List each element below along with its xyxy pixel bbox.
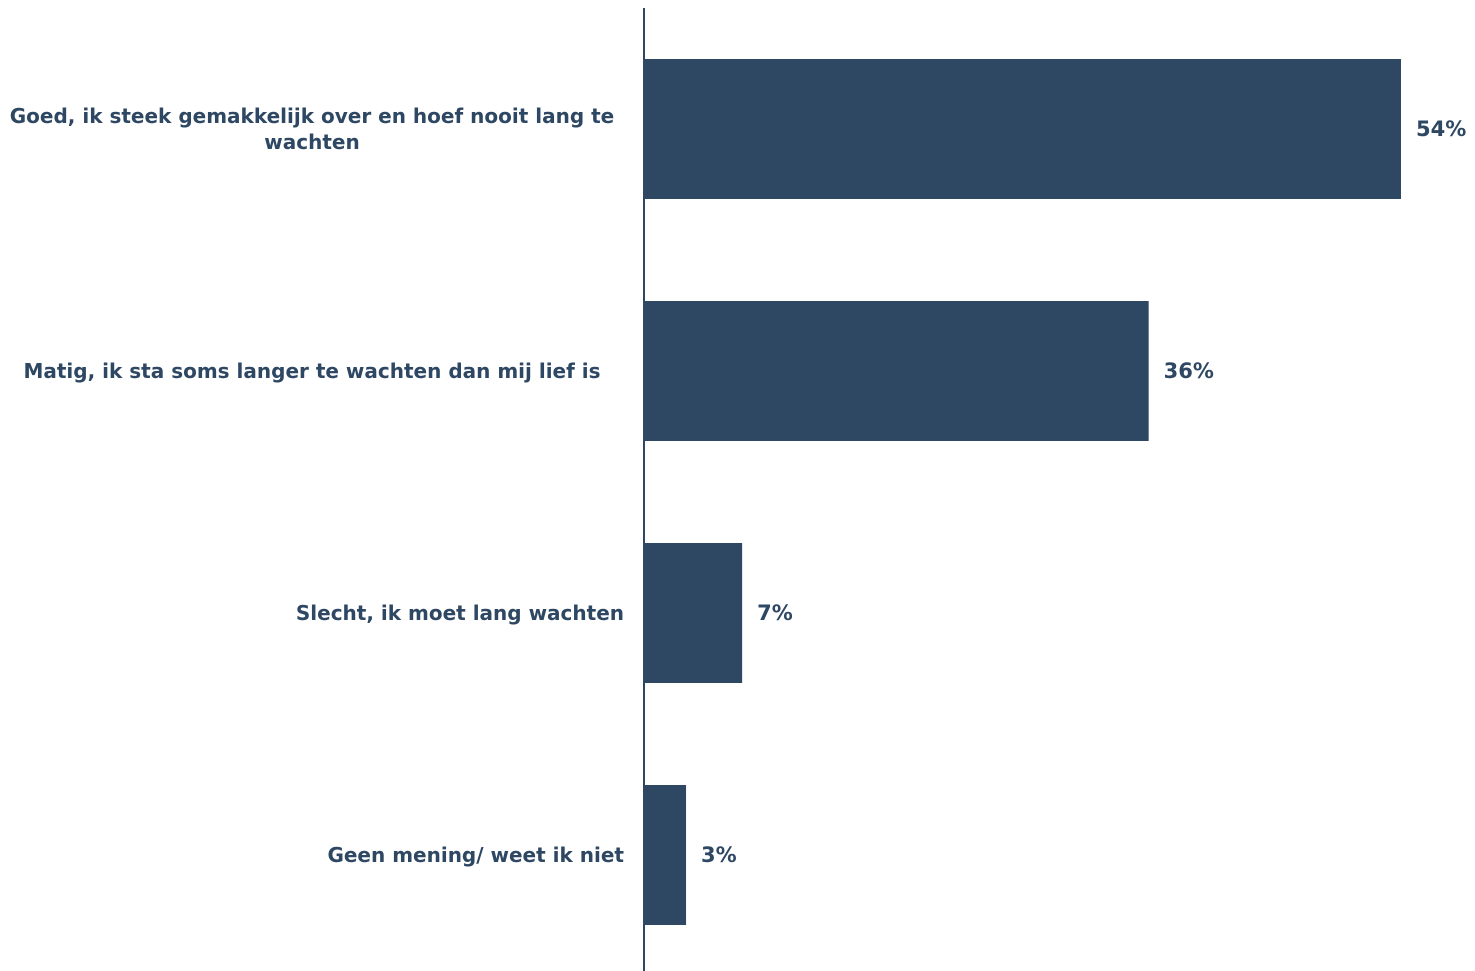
bar <box>644 59 1401 199</box>
value-label: 3% <box>701 843 737 867</box>
value-label: 36% <box>1163 359 1214 383</box>
category-label: Geen mening/ weet ik niet <box>327 843 624 867</box>
bar <box>644 301 1149 441</box>
category-label: Slecht, ik moet lang wachten <box>295 601 624 625</box>
value-label: 54% <box>1416 117 1467 141</box>
value-label: 7% <box>757 601 793 625</box>
category-label: Goed, ik steek gemakkelijk over en hoef … <box>9 104 615 154</box>
category-label: Matig, ik sta soms langer te wachten dan… <box>23 359 601 383</box>
bar <box>644 785 687 925</box>
bar <box>644 543 743 683</box>
